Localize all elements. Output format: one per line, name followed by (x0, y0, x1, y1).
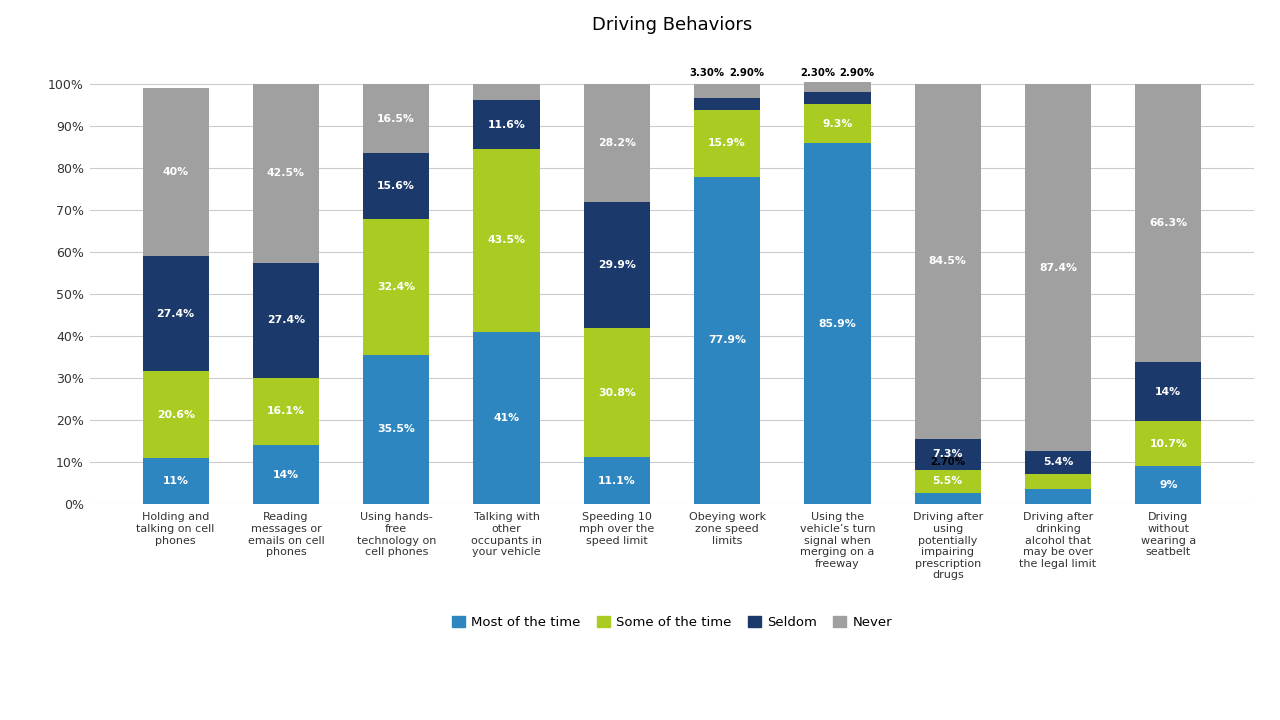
Bar (142, 458, 209, 504)
Text: 35.5%: 35.5% (378, 425, 415, 434)
Bar (915, 84, 980, 439)
Text: 27.4%: 27.4% (266, 315, 305, 325)
Text: 40%: 40% (163, 167, 188, 177)
Bar (474, 149, 540, 332)
Text: 2.70%: 2.70% (931, 456, 965, 467)
Bar (474, 332, 540, 504)
Text: 41%: 41% (494, 413, 520, 423)
Bar (1025, 490, 1091, 504)
Bar (1135, 467, 1202, 504)
Bar (364, 84, 429, 153)
Text: 87.4%: 87.4% (1039, 263, 1076, 273)
Text: 16.5%: 16.5% (378, 114, 415, 124)
Text: 11.6%: 11.6% (488, 120, 526, 130)
Bar (142, 372, 209, 458)
Bar (804, 82, 870, 92)
Bar (1135, 421, 1202, 467)
Text: 7.3%: 7.3% (933, 449, 963, 459)
Bar (804, 92, 870, 104)
Text: 77.9%: 77.9% (708, 336, 746, 346)
Bar (364, 219, 429, 355)
Text: 5.4%: 5.4% (1043, 457, 1073, 467)
Text: 3.30%: 3.30% (690, 68, 724, 78)
Text: 27.4%: 27.4% (156, 309, 195, 319)
Bar (1025, 84, 1091, 451)
Text: 32.4%: 32.4% (378, 282, 415, 292)
Bar (915, 492, 980, 504)
Text: 20.6%: 20.6% (156, 410, 195, 420)
Bar (584, 328, 650, 457)
Text: 28.2%: 28.2% (598, 138, 636, 148)
Bar (253, 84, 319, 263)
Bar (915, 469, 980, 492)
Text: 42.5%: 42.5% (268, 168, 305, 179)
Bar (915, 439, 980, 469)
Text: 15.9%: 15.9% (708, 138, 746, 148)
Text: 14%: 14% (273, 469, 300, 480)
Bar (1025, 474, 1091, 490)
Bar (804, 143, 870, 504)
Bar (474, 84, 540, 100)
Bar (694, 177, 760, 504)
Bar (694, 110, 760, 177)
Bar (1135, 362, 1202, 421)
Text: 10.7%: 10.7% (1149, 438, 1188, 449)
Text: 11%: 11% (163, 476, 188, 486)
Bar (584, 84, 650, 202)
Bar (584, 202, 650, 328)
Bar (804, 104, 870, 143)
Bar (584, 457, 650, 504)
Bar (142, 89, 209, 256)
Text: 84.5%: 84.5% (929, 256, 966, 266)
Text: 9%: 9% (1160, 480, 1178, 490)
Text: 30.8%: 30.8% (598, 387, 636, 397)
Text: 15.6%: 15.6% (378, 181, 415, 191)
Bar (253, 445, 319, 504)
Bar (142, 256, 209, 372)
Text: 14%: 14% (1156, 387, 1181, 397)
Text: 16.1%: 16.1% (268, 406, 305, 416)
Text: 29.9%: 29.9% (598, 260, 636, 270)
Bar (474, 100, 540, 149)
Bar (1135, 84, 1202, 362)
Bar (694, 84, 760, 98)
Bar (364, 153, 429, 219)
Bar (253, 377, 319, 445)
Text: 11.1%: 11.1% (598, 476, 636, 486)
Bar (253, 263, 319, 377)
Text: 66.3%: 66.3% (1149, 218, 1188, 228)
Text: 2.90%: 2.90% (840, 68, 874, 78)
Bar (1025, 451, 1091, 474)
Text: 85.9%: 85.9% (819, 319, 856, 328)
Legend: Most of the time, Some of the time, Seldom, Never: Most of the time, Some of the time, Seld… (447, 611, 897, 634)
Text: 2.90%: 2.90% (730, 68, 764, 78)
Text: 9.3%: 9.3% (822, 119, 852, 129)
Text: 5.5%: 5.5% (933, 476, 963, 486)
Bar (694, 98, 760, 110)
Text: 2.30%: 2.30% (800, 68, 835, 78)
Bar (364, 355, 429, 504)
Text: 43.5%: 43.5% (488, 235, 526, 246)
Title: Driving Behaviors: Driving Behaviors (591, 16, 753, 34)
